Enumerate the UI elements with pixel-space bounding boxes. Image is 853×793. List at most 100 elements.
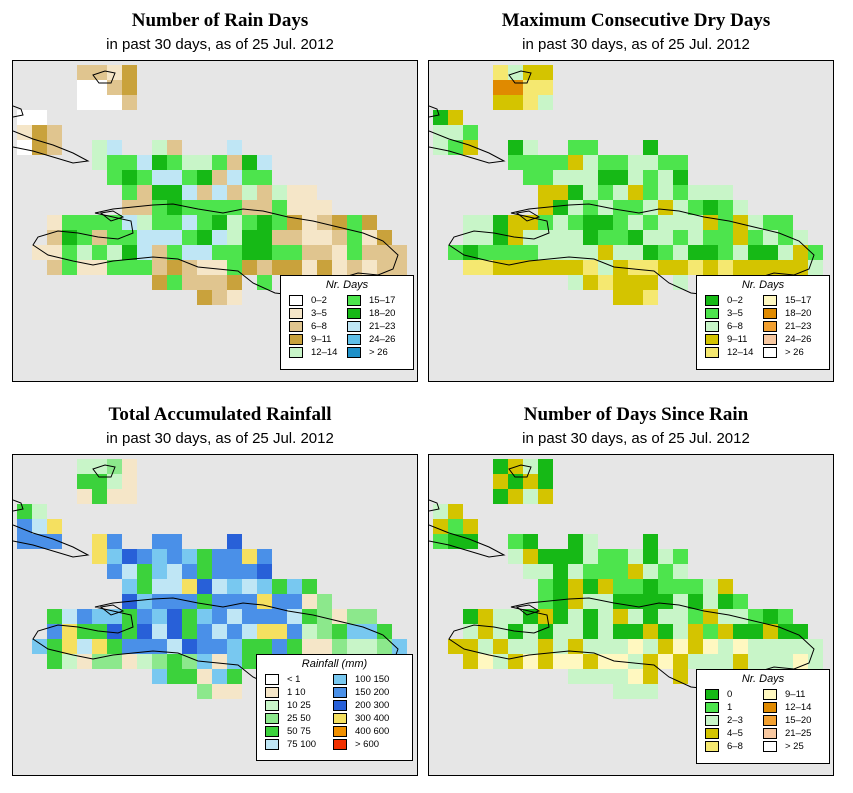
grid-cell — [212, 170, 227, 185]
grid-cell — [568, 170, 583, 185]
grid-cell — [257, 639, 272, 654]
grid-cell — [718, 230, 733, 245]
legend-title: Nr. Days — [741, 279, 785, 291]
legend-label: > 25 — [785, 741, 804, 752]
grid-cell — [107, 489, 122, 504]
grid-cell — [182, 654, 197, 669]
grid-cell — [62, 215, 77, 230]
grid-cell — [122, 564, 137, 579]
grid-cell — [553, 594, 568, 609]
grid-cell — [302, 624, 317, 639]
grid-cell — [478, 609, 493, 624]
grid-cell — [212, 564, 227, 579]
grid-cell — [508, 95, 523, 110]
legend-label: 12–14 — [785, 702, 812, 713]
legend-swatch — [705, 689, 719, 700]
legend-label: 150 200 — [355, 687, 390, 698]
legend-swatch — [347, 308, 361, 319]
grid-cell — [673, 624, 688, 639]
coastline — [13, 499, 24, 512]
grid-cell — [242, 155, 257, 170]
grid-cell — [32, 534, 47, 549]
grid-cell — [493, 245, 508, 260]
grid-cell — [658, 564, 673, 579]
grid-cell — [583, 654, 598, 669]
grid-cell — [92, 474, 107, 489]
grid-cell — [598, 654, 613, 669]
grid-cell — [347, 624, 362, 639]
grid-cell — [122, 80, 137, 95]
grid-cell — [508, 609, 523, 624]
grid-cell — [227, 669, 242, 684]
grid-cell — [733, 215, 748, 230]
grid-cell — [257, 260, 272, 275]
grid-cell — [673, 215, 688, 230]
grid-cell — [628, 594, 643, 609]
legend-label: 0–2 — [727, 295, 743, 306]
grid-cell — [332, 639, 347, 654]
grid-cell — [643, 140, 658, 155]
grid-cell — [523, 639, 538, 654]
grid-cell — [137, 609, 152, 624]
grid-cell — [568, 155, 583, 170]
grid-cell — [107, 474, 122, 489]
grid-cell — [673, 170, 688, 185]
grid-cell — [182, 230, 197, 245]
panel-subtitle: in past 30 days, as of 25 Jul. 2012 — [106, 430, 334, 447]
grid-cell — [733, 654, 748, 669]
grid-cell — [793, 639, 808, 654]
grid-cell — [167, 549, 182, 564]
legend-swatch — [289, 321, 303, 332]
grid-cell — [583, 549, 598, 564]
grid-cell — [212, 684, 227, 699]
grid-cell — [122, 245, 137, 260]
grid-cell — [317, 594, 332, 609]
grid-cell — [152, 230, 167, 245]
grid-cell — [227, 549, 242, 564]
grid-cell — [538, 65, 553, 80]
grid-cell — [167, 594, 182, 609]
grid-cell — [748, 624, 763, 639]
grid-cell — [508, 639, 523, 654]
grid-cell — [688, 260, 703, 275]
grid-cell — [167, 260, 182, 275]
grid-cell — [272, 609, 287, 624]
grid-cell — [317, 609, 332, 624]
grid-cell — [553, 155, 568, 170]
grid-cell — [553, 170, 568, 185]
grid-cell — [32, 504, 47, 519]
grid-cell — [317, 624, 332, 639]
grid-cell — [583, 200, 598, 215]
grid-cell — [62, 230, 77, 245]
grid-cell — [628, 200, 643, 215]
grid-cell — [688, 639, 703, 654]
grid-cell — [47, 260, 62, 275]
panel-max-dry-days: Maximum Consecutive Dry Days in past 30 … — [428, 0, 844, 390]
grid-cell — [568, 639, 583, 654]
grid-cell — [598, 155, 613, 170]
grid-cell — [448, 639, 463, 654]
grid-cell — [272, 230, 287, 245]
grid-cell — [523, 654, 538, 669]
grid-cell — [152, 594, 167, 609]
grid-cell — [778, 609, 793, 624]
grid-cell — [182, 170, 197, 185]
grid-cell — [272, 245, 287, 260]
grid-cell — [583, 579, 598, 594]
grid-cell — [673, 245, 688, 260]
grid-cell — [347, 639, 362, 654]
coastline — [515, 210, 541, 222]
grid-cell — [568, 669, 583, 684]
legend-label: 6–8 — [727, 741, 743, 752]
grid-cell — [197, 684, 212, 699]
grid-cell — [508, 80, 523, 95]
grid-cell — [583, 609, 598, 624]
grid-cell — [628, 654, 643, 669]
grid-cell — [643, 549, 658, 564]
grid-cell — [242, 215, 257, 230]
legend-label: 100 150 — [355, 674, 390, 685]
legend-label: 18–20 — [785, 308, 812, 319]
grid-cell — [538, 245, 553, 260]
grid-cell — [152, 609, 167, 624]
grid-cell — [227, 564, 242, 579]
